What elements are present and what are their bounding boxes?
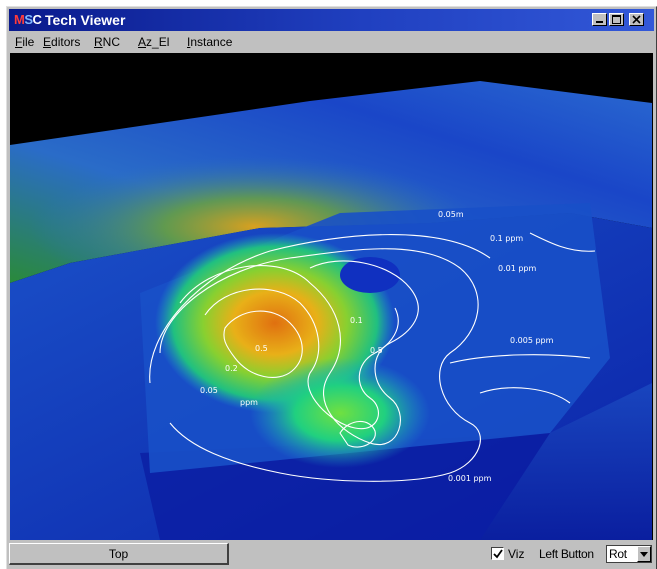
mouse-mode-select[interactable]: Rot xyxy=(606,545,652,563)
minimize-button[interactable] xyxy=(592,13,607,26)
app-logo: MSC xyxy=(14,12,42,27)
minimize-icon xyxy=(596,21,603,23)
contour-label: 0.1 xyxy=(350,316,363,325)
menu-instance[interactable]: Instance xyxy=(187,35,233,49)
menu-az-el[interactable]: Az_El xyxy=(138,35,170,49)
menu-bar: File Editors RNC Az_El Instance xyxy=(9,33,654,52)
close-icon xyxy=(632,15,641,24)
app-window: MSC Tech Viewer File Editors RNC Az_El I… xyxy=(6,6,657,569)
viz-checkbox[interactable] xyxy=(491,547,504,560)
contour-label: 0.5 xyxy=(255,344,268,353)
maximize-icon xyxy=(612,15,621,24)
viz-label: Viz xyxy=(508,547,525,561)
window-title: Tech Viewer xyxy=(45,12,126,28)
chevron-down-icon xyxy=(640,552,648,557)
contour-label: ppm xyxy=(240,398,258,407)
close-button[interactable] xyxy=(629,13,644,26)
mouse-mode-value: Rot xyxy=(609,547,627,561)
status-bar: Top Viz Left Button Rot xyxy=(9,541,654,568)
dropdown-button[interactable] xyxy=(637,546,651,562)
contour-label: 0.5 xyxy=(370,346,383,355)
contour-label: 0.005 ppm xyxy=(510,336,554,345)
contour-label: 0.2 xyxy=(225,364,238,373)
contour-label: 0.05 xyxy=(200,386,218,395)
contour-label: 0.001 ppm xyxy=(448,474,492,483)
plume-visualization: 0.05m 0.1 ppm 0.01 ppm 0.005 ppm 0.001 p… xyxy=(10,81,652,540)
checkmark-icon xyxy=(493,549,503,559)
menu-rnc[interactable]: RNC xyxy=(94,35,121,49)
menu-editors[interactable]: Editors xyxy=(43,35,81,49)
view-top-button[interactable]: Top xyxy=(9,543,229,565)
title-bar[interactable]: MSC Tech Viewer xyxy=(9,9,654,31)
maximize-button[interactable] xyxy=(609,13,624,26)
menu-file[interactable]: File xyxy=(15,35,35,49)
contour-label: 0.01 ppm xyxy=(498,264,537,273)
3d-viewport[interactable]: 0.05m 0.1 ppm 0.01 ppm 0.005 ppm 0.001 p… xyxy=(10,53,653,540)
contour-label: 0.1 ppm xyxy=(490,234,523,243)
left-button-label: Left Button xyxy=(539,547,594,561)
contour-label: 0.05m xyxy=(438,210,464,219)
